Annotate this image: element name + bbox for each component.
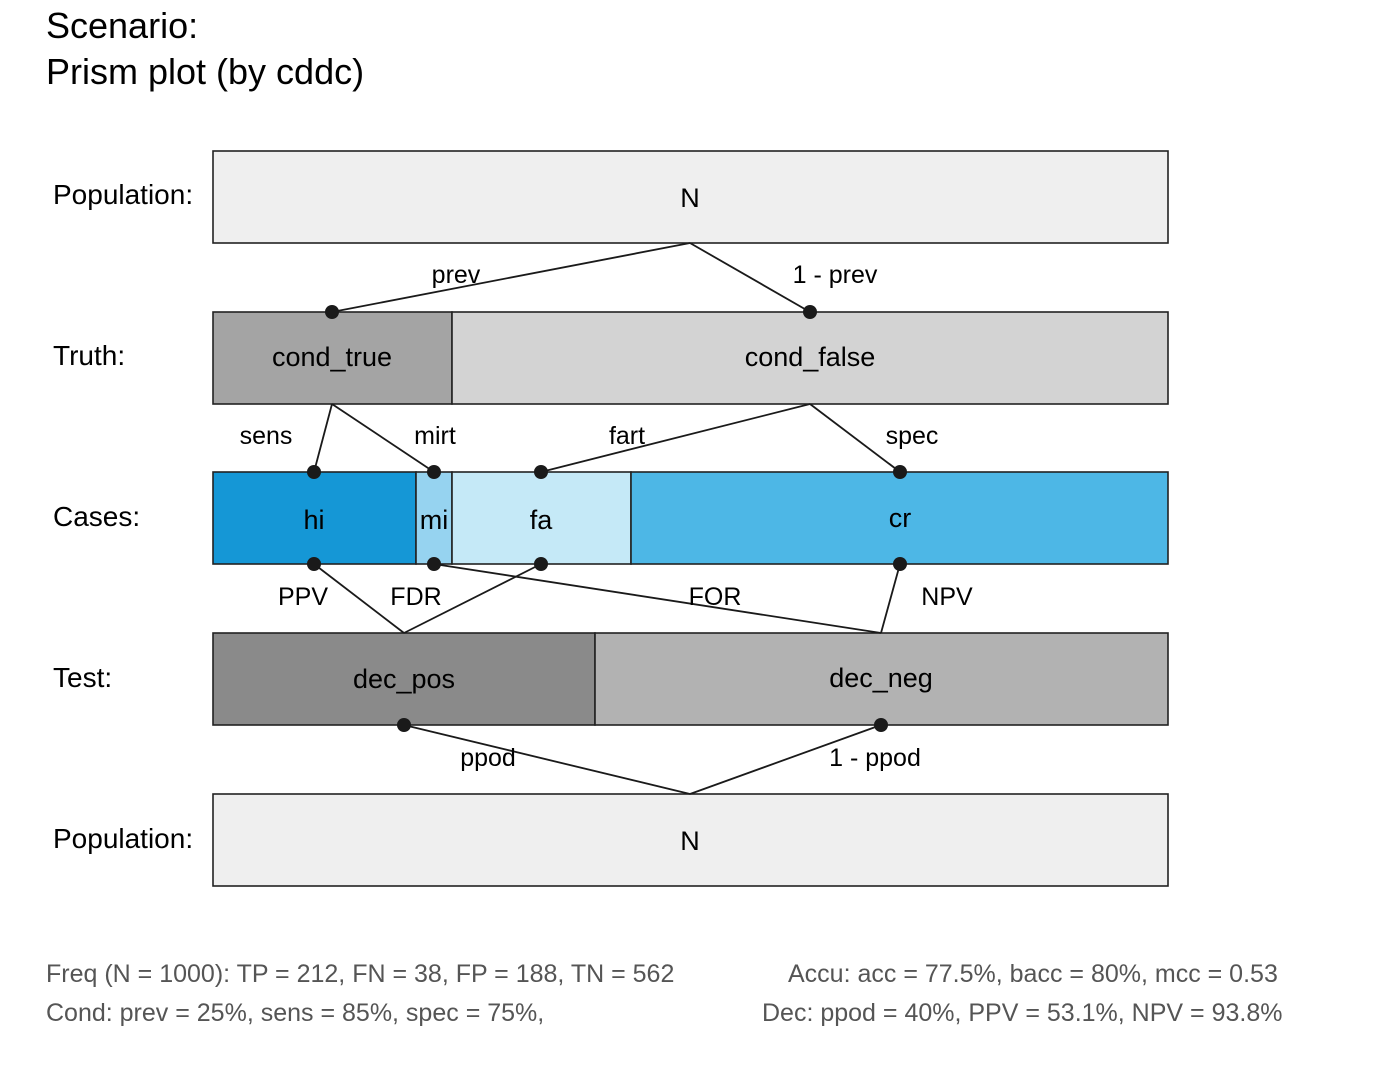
edge-label-ppv: PPV [278, 583, 328, 611]
edge-label-for: FOR [689, 583, 742, 611]
edge-npv [880, 563, 901, 634]
box-label-hi: hi [303, 505, 324, 535]
cond-false-box [451, 311, 1169, 405]
box-label-mi: mi [420, 505, 449, 535]
mi-box [415, 471, 453, 565]
box-label-dec-neg: dec_neg [829, 663, 933, 693]
edge-label-spec: spec [886, 422, 939, 450]
dot-mi-bottom [427, 557, 441, 571]
footer-freq: Freq (N = 1000): TP = 212, FN = 38, FP =… [46, 960, 675, 988]
edge-one-minus-prev [689, 242, 811, 313]
edge-label-mirt: mirt [414, 422, 456, 450]
row-label-truth: Truth: [53, 340, 125, 371]
edge-prev [331, 242, 691, 313]
edge-label-sens: sens [240, 422, 293, 450]
dot-hi-bottom [307, 557, 321, 571]
edge-label-fdr: FDR [390, 583, 441, 611]
footer-accu: Accu: acc = 77.5%, bacc = 80%, mcc = 0.5… [788, 960, 1278, 988]
row-label-test: Test: [53, 662, 112, 693]
dot-cr-top [893, 465, 907, 479]
edge-sens [313, 403, 333, 473]
cr-box [630, 471, 1169, 565]
edge-label-fart: fart [609, 422, 645, 450]
edge-ppod [403, 724, 691, 795]
row-label-population-top: Population: [53, 179, 193, 210]
box-label-cr: cr [889, 503, 912, 533]
edge-ppv [313, 563, 405, 634]
edge-spec [809, 403, 901, 473]
edge-label-one-minus-prev: 1 - prev [793, 261, 878, 289]
dot-cr-bottom [893, 557, 907, 571]
dec-pos-box [212, 632, 596, 726]
dot-cond-false [803, 305, 817, 319]
edge-fart [540, 403, 811, 473]
plot-title: Prism plot (by cddc) [46, 51, 365, 92]
edge-for [433, 563, 882, 634]
box-label-dec-pos: dec_pos [353, 664, 455, 694]
population-bottom-box [212, 793, 1169, 887]
dot-hi-top [307, 465, 321, 479]
edge-fdr [403, 563, 542, 634]
edge-label-prev: prev [432, 261, 481, 289]
scenario-label: Scenario: [46, 5, 199, 46]
box-label-n-bottom: N [680, 826, 700, 856]
edge-label-ppod: ppod [460, 744, 516, 772]
dot-mi-top [427, 465, 441, 479]
dot-fa-top [534, 465, 548, 479]
box-label-cond-false: cond_false [745, 342, 876, 372]
footer-cond: Cond: prev = 25%, sens = 85%, spec = 75%… [46, 999, 545, 1027]
edge-one-minus-ppod [689, 724, 882, 795]
box-label-cond-true: cond_true [272, 342, 392, 372]
dot-dec-pos [397, 718, 411, 732]
dot-dec-neg [874, 718, 888, 732]
dot-cond-true [325, 305, 339, 319]
box-label-fa: fa [530, 505, 554, 535]
dot-fa-bottom [534, 557, 548, 571]
fa-box [451, 471, 632, 565]
edge-label-npv: NPV [921, 583, 973, 611]
edge-label-one-minus-ppod: 1 - ppod [829, 744, 921, 772]
row-label-cases: Cases: [53, 501, 140, 532]
box-label-n-top: N [680, 183, 700, 213]
edge-mirt [331, 403, 435, 473]
row-label-population-bottom: Population: [53, 823, 193, 854]
footer-dec: Dec: ppod = 40%, PPV = 53.1%, NPV = 93.8… [762, 999, 1283, 1027]
